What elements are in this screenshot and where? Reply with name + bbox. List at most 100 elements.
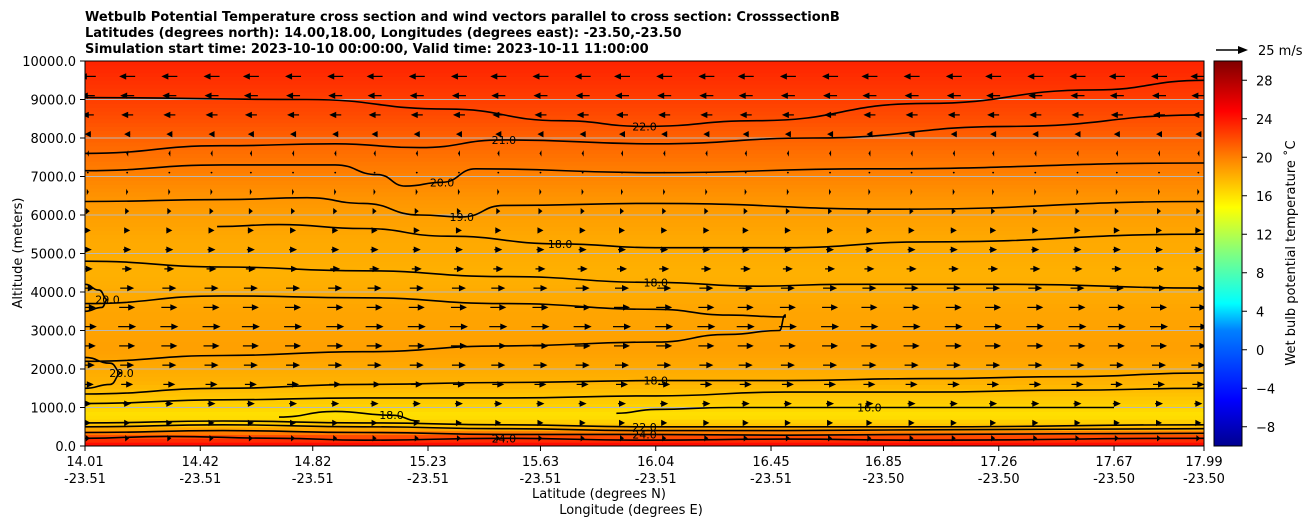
- wind-vector-head: [203, 73, 211, 80]
- contour-label: 22.0: [632, 120, 657, 133]
- plot-area: 22.0 21.0 20.0 19.0 18.0 18.0 20.0 20.0 18.0 16.0…: [84, 60, 1205, 447]
- wind-vector-head: [534, 111, 542, 119]
- wind-vector-head: [413, 246, 421, 253]
- wind-vector-head: [538, 265, 546, 273]
- field-band: [85, 392, 1204, 397]
- wind-vector-head: [1109, 92, 1117, 99]
- wind-vector-head: [954, 342, 962, 350]
- wind-vector-head: [540, 361, 548, 369]
- wind-vector-head: [1074, 130, 1081, 138]
- wind-vector-head: [904, 92, 912, 99]
- wind-vector-head: [662, 207, 667, 215]
- wind-vector-head: [334, 150, 337, 157]
- wind-vector-head: [661, 419, 668, 427]
- field-band: [85, 380, 1204, 385]
- field-band: [85, 130, 1204, 135]
- wind-vector-head: [495, 246, 503, 253]
- wind-vector-head: [292, 381, 300, 388]
- wind-vector-head: [332, 246, 340, 253]
- wind-vector-head: [539, 188, 542, 196]
- wind-vector-head: [375, 304, 383, 311]
- wind-vector: [705, 171, 708, 174]
- wind-vector-head: [170, 342, 178, 350]
- wind-vector-head: [292, 150, 295, 157]
- wind-vector-head: [705, 188, 708, 196]
- wind-vector-head: [455, 400, 463, 407]
- wind-vector-head: [743, 435, 748, 442]
- wind-vector-head: [584, 323, 592, 330]
- wind-vector-head: [665, 304, 673, 311]
- wind-vector-head: [1033, 435, 1038, 442]
- wind-vector: [786, 171, 789, 174]
- wind-vector-head: [85, 207, 90, 215]
- wind-vector-head: [168, 381, 176, 388]
- field-band: [85, 72, 1204, 77]
- wind-vector-head: [1034, 150, 1037, 157]
- wind-vector-head: [868, 381, 876, 388]
- wind-vector-head: [1114, 265, 1122, 273]
- contour-line-16: [616, 406, 1114, 415]
- field-band: [85, 126, 1204, 131]
- wind-vector-head: [496, 435, 501, 442]
- wind-vector-head: [1200, 323, 1204, 330]
- wind-vector-head: [415, 188, 418, 196]
- wind-vector-head: [619, 400, 627, 407]
- field-band: [85, 338, 1204, 343]
- wind-vector-head: [128, 304, 136, 311]
- field-band: [85, 372, 1204, 378]
- wind-vector-head: [292, 188, 295, 196]
- wind-vector-head: [1110, 111, 1118, 119]
- wind-vector-head: [781, 111, 789, 119]
- contour-line-20: [85, 162, 1204, 187]
- wind-vector-head: [867, 207, 872, 215]
- wind-vector-head: [1115, 381, 1123, 388]
- colorbar: −8 −4 0 4 8 12 16 20 24 28 Wet bulb potential tem…: [1213, 60, 1299, 447]
- y-tick-label: 8000.0: [31, 132, 77, 147]
- wind-vector-head: [125, 265, 133, 273]
- wind-vector-head: [620, 207, 625, 215]
- field-band: [85, 215, 1204, 220]
- wind-vector-head: [911, 361, 919, 369]
- wind-vector-head: [953, 284, 961, 292]
- wind-vector-head: [537, 246, 545, 253]
- field-band: [85, 114, 1204, 120]
- wind-vector-head: [86, 381, 94, 388]
- wind-vector-head: [868, 188, 871, 196]
- wind-vector-head: [332, 227, 339, 234]
- wind-vector-head: [1197, 150, 1200, 157]
- field-band: [85, 388, 1204, 393]
- wind-vector-head: [210, 188, 213, 196]
- wind-vector-head: [995, 323, 1003, 330]
- wind-vector-head: [247, 419, 254, 427]
- colorbar-tick-label: 8: [1256, 267, 1264, 282]
- wind-vector-head: [1116, 284, 1124, 292]
- wind-vector-head: [992, 188, 995, 196]
- wind-vector-head: [575, 92, 583, 99]
- wind-vector-head: [85, 92, 88, 99]
- y-tick-label: 3000.0: [31, 325, 77, 340]
- wind-vector-head: [582, 361, 590, 369]
- wind-vector-head: [991, 435, 996, 442]
- wind-vector-head: [1158, 188, 1161, 196]
- wind-vector-head: [742, 400, 750, 407]
- wind-vector-head: [1108, 73, 1116, 80]
- field-band: [85, 87, 1204, 93]
- field-band: [85, 276, 1204, 282]
- wind-vector-head: [537, 419, 544, 427]
- wind-vector-head: [1113, 419, 1120, 427]
- field-band: [85, 272, 1204, 278]
- wind-vector-head: [831, 304, 839, 311]
- quiver-key: 25 m/s: [1216, 44, 1303, 59]
- wind-vector-head: [457, 150, 460, 157]
- field-band: [85, 188, 1204, 193]
- wind-vector-head: [329, 111, 337, 119]
- wind-vector-head: [1113, 400, 1121, 407]
- wind-vector-head: [85, 73, 87, 80]
- wind-vector-head: [742, 227, 749, 234]
- wind-vector-head: [495, 227, 502, 234]
- wind-vector-head: [1191, 92, 1199, 99]
- wind-vector-head: [664, 361, 672, 369]
- contour-line-20: [85, 283, 108, 313]
- x-tick-label-lon: -23.51: [520, 472, 562, 487]
- wind-vector-head: [372, 435, 377, 442]
